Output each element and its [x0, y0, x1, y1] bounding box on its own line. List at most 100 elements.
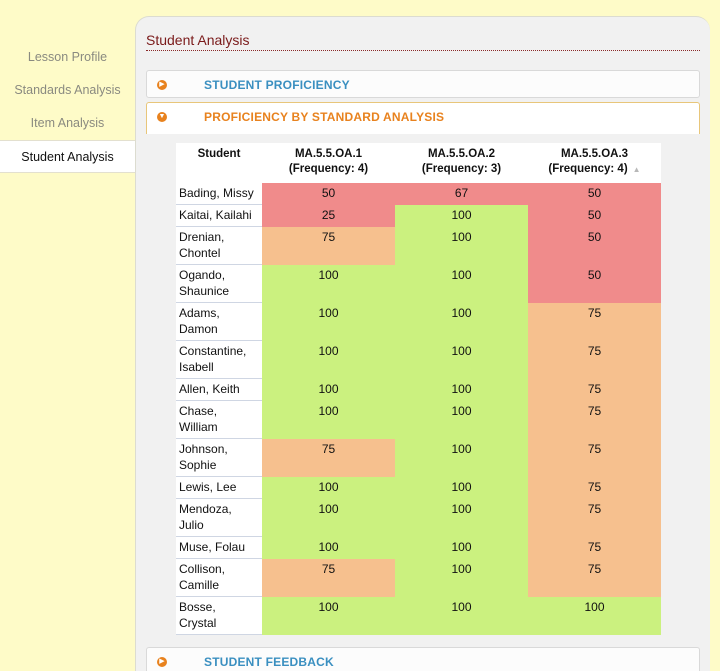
- column-header-label: MA.5.5.OA.1: [294, 148, 363, 160]
- score-cell: 100: [262, 498, 395, 537]
- sidebar-nav: Lesson Profile Standards Analysis Item A…: [0, 41, 135, 173]
- title-divider: [146, 50, 700, 51]
- student-name-line: Constantine,: [179, 344, 247, 358]
- student-name-cell: Drenian, Chontel: [176, 226, 262, 265]
- student-name-line: Adams,: [179, 306, 220, 320]
- section-label-proficiency-by-standard[interactable]: PROFICIENCY BY STANDARD ANALYSIS: [204, 110, 445, 124]
- section-label-student-proficiency[interactable]: STUDENT PROFICIENCY: [204, 78, 350, 92]
- sidebar-item-lesson-profile[interactable]: Lesson Profile: [27, 50, 108, 64]
- chevron-down-icon[interactable]: ▼: [157, 112, 167, 122]
- student-name-line: Crystal: [179, 616, 217, 630]
- table-row: Muse, Folau 100 100 75: [176, 536, 661, 559]
- student-name-line: Chase,: [179, 404, 218, 418]
- student-name-cell: Ogando, Shaunice: [176, 264, 262, 303]
- column-header-oa3[interactable]: MA.5.5.OA.3 (Frequency: 4) ▲: [528, 143, 661, 183]
- score-cell: 75: [528, 438, 661, 477]
- score-cell: 75: [528, 476, 661, 499]
- score-cell: 75: [528, 400, 661, 439]
- table-row: Johnson, Sophie 75 100 75: [176, 438, 661, 477]
- column-header-frequency: (Frequency: 3): [421, 163, 502, 175]
- sidebar-item-student-analysis[interactable]: Student Analysis: [0, 140, 135, 173]
- column-header-label: MA.5.5.OA.3: [560, 148, 629, 160]
- student-name-line: Sophie: [179, 458, 217, 472]
- table-row: Constantine, Isabell 100 100 75: [176, 340, 661, 379]
- table-row: Bosse, Crystal 100 100 100: [176, 596, 661, 635]
- score-cell: 100: [395, 498, 528, 537]
- table-header-row: Student MA.5.5.OA.1 (Frequency: 4) MA.5.…: [176, 143, 661, 183]
- student-name-cell: Chase, William: [176, 400, 262, 439]
- column-header-oa2[interactable]: MA.5.5.OA.2 (Frequency: 3): [395, 143, 528, 183]
- table-body: Bading, Missy 50 67 50 Kaitai, Kailahi 25 100 5…: [176, 183, 661, 635]
- column-header-student[interactable]: Student: [176, 143, 262, 183]
- score-cell: 75: [262, 226, 395, 265]
- score-cell: 100: [262, 596, 395, 635]
- score-cell: 75: [528, 558, 661, 597]
- table-row: Mendoza, Julio 100 100 75: [176, 498, 661, 537]
- chevron-right-icon[interactable]: ▶: [157, 657, 167, 667]
- student-name-line: Julio: [179, 518, 204, 532]
- score-cell: 75: [528, 536, 661, 559]
- table-row: Drenian, Chontel 75 100 50: [176, 226, 661, 265]
- student-name-line: Drenian,: [179, 230, 225, 244]
- table-row: Chase, William 100 100 75: [176, 400, 661, 439]
- score-cell: 50: [528, 226, 661, 265]
- score-cell: 100: [395, 596, 528, 635]
- column-header-frequency: (Frequency: 4): [548, 163, 628, 175]
- sidebar-item-item-analysis[interactable]: Item Analysis: [30, 116, 105, 130]
- table-row: Collison, Camille 75 100 75: [176, 558, 661, 597]
- table-row: Adams, Damon 100 100 75: [176, 302, 661, 341]
- chevron-right-icon[interactable]: ▶: [157, 80, 167, 90]
- score-cell: 100: [395, 264, 528, 303]
- proficiency-table-container: Student MA.5.5.OA.1 (Frequency: 4) MA.5.…: [176, 143, 661, 635]
- student-name-line: Kaitai, Kailahi: [179, 208, 252, 222]
- score-cell: 100: [262, 264, 395, 303]
- section-label-student-feedback[interactable]: STUDENT FEEDBACK: [204, 655, 334, 669]
- student-name-line: Isabell: [179, 360, 214, 374]
- sidebar-item-standards-analysis[interactable]: Standards Analysis: [14, 83, 121, 97]
- section-student-feedback[interactable]: ▶ STUDENT FEEDBACK: [146, 647, 700, 671]
- score-cell: 50: [262, 183, 395, 205]
- score-cell: 50: [528, 204, 661, 227]
- student-name-cell: Kaitai, Kailahi: [176, 204, 262, 227]
- score-cell: 75: [528, 378, 661, 401]
- score-cell: 100: [262, 536, 395, 559]
- score-cell: 100: [395, 438, 528, 477]
- student-name-cell: Collison, Camille: [176, 558, 262, 597]
- score-cell: 100: [395, 536, 528, 559]
- student-name-line: Mendoza,: [179, 502, 232, 516]
- column-header-label: MA.5.5.OA.2: [427, 148, 496, 160]
- section-student-proficiency[interactable]: ▶ STUDENT PROFICIENCY: [146, 70, 700, 98]
- column-header-label: Student: [197, 148, 241, 160]
- student-name-line: Muse, Folau: [179, 540, 246, 554]
- table-row: Kaitai, Kailahi 25 100 50: [176, 204, 661, 227]
- student-name-line: Bosse,: [179, 600, 216, 614]
- student-name-line: Shaunice: [179, 284, 230, 298]
- student-name-cell: Lewis, Lee: [176, 476, 262, 499]
- student-name-cell: Constantine, Isabell: [176, 340, 262, 379]
- score-cell: 100: [395, 558, 528, 597]
- score-cell: 100: [395, 340, 528, 379]
- student-name-line: Bading, Missy: [179, 186, 254, 200]
- table-row: Bading, Missy 50 67 50: [176, 183, 661, 205]
- student-name-line: William: [179, 420, 218, 434]
- table-row: Allen, Keith 100 100 75: [176, 378, 661, 401]
- score-cell: 75: [528, 340, 661, 379]
- student-name-cell: Bosse, Crystal: [176, 596, 262, 635]
- score-cell: 100: [528, 596, 661, 635]
- score-cell: 100: [395, 400, 528, 439]
- score-cell: 100: [262, 302, 395, 341]
- column-header-oa1[interactable]: MA.5.5.OA.1 (Frequency: 4): [262, 143, 395, 183]
- student-name-line: Johnson,: [179, 442, 228, 456]
- score-cell: 75: [528, 302, 661, 341]
- section-proficiency-by-standard[interactable]: ▼ PROFICIENCY BY STANDARD ANALYSIS: [146, 102, 700, 134]
- score-cell: 75: [262, 558, 395, 597]
- score-cell: 100: [262, 378, 395, 401]
- student-name-line: Camille: [179, 578, 220, 592]
- score-cell: 100: [262, 400, 395, 439]
- score-cell: 100: [395, 302, 528, 341]
- page-title: Student Analysis: [146, 32, 250, 48]
- student-name-cell: Adams, Damon: [176, 302, 262, 341]
- sort-ascending-icon[interactable]: ▲: [632, 165, 641, 174]
- student-name-line: Chontel: [179, 246, 221, 260]
- score-cell: 100: [262, 476, 395, 499]
